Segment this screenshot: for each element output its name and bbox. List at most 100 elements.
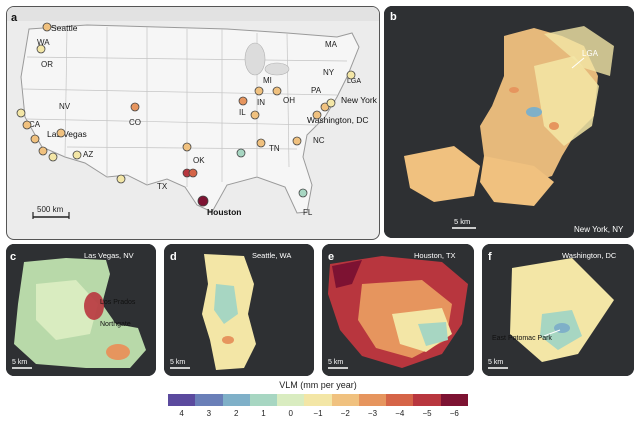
colorbar-tick-label: −5 xyxy=(422,409,432,418)
state-label-tn: TN xyxy=(269,144,280,153)
city-dot xyxy=(36,44,46,54)
state-label-nv: NV xyxy=(59,102,71,111)
colorbar-tick-label: −6 xyxy=(449,409,459,418)
panel-b-new-york: LGA b New York, NY 5 km xyxy=(384,6,634,238)
panel-title-b: New York, NY xyxy=(574,225,624,234)
panel-title-c: Las Vegas, NV xyxy=(84,251,134,260)
colorbar-swatch xyxy=(440,394,468,406)
city-label-las-vegas: Las Vegas xyxy=(47,129,87,139)
colorbar-tick-label: −3 xyxy=(367,409,378,418)
city-dot xyxy=(42,22,52,32)
us-map-svg: WA OR NV CA AZ CO TX OK IL IN MI OH PA N… xyxy=(7,7,379,219)
city-dot xyxy=(250,110,260,120)
state-label-co: CO xyxy=(129,118,141,127)
city-dot xyxy=(326,98,336,108)
city-dot xyxy=(38,146,48,156)
city-dot xyxy=(254,86,264,96)
state-label-tx: TX xyxy=(157,182,168,191)
city-dot xyxy=(22,120,32,130)
svg-text:5 km: 5 km xyxy=(12,359,27,366)
panel-title-d: Seattle, WA xyxy=(252,251,291,260)
colorbar-swatch xyxy=(277,394,305,406)
colorbar-swatch xyxy=(331,394,359,406)
panel-d-seattle: d Seattle, WA 5 km xyxy=(164,244,314,376)
city-dot xyxy=(188,168,198,178)
svg-text:5 km: 5 km xyxy=(454,217,470,226)
colorbar-title: VLM (mm per year) xyxy=(279,380,357,390)
colorbar-tick-label: −1 xyxy=(313,409,323,418)
colorbar-tick-label: −4 xyxy=(395,409,405,418)
scale-bar-b: 5 km xyxy=(452,217,476,229)
colorbar: VLM (mm per year) 4 3 2 1 0 −1 −2 −3 −4 −5 −6 xyxy=(168,380,468,428)
callout-lga: LGA xyxy=(582,49,599,58)
city-dot xyxy=(16,108,26,118)
panel-letter-e: e xyxy=(328,251,334,263)
colorbar-swatch xyxy=(304,394,332,406)
panel-e-houston: e Houston, TX 5 km xyxy=(322,244,474,376)
callout-northgate: Northgate xyxy=(100,321,131,328)
colorbar-tick-label: 3 xyxy=(206,409,212,418)
colorbar-swatch xyxy=(386,394,414,406)
city-dot xyxy=(116,174,126,184)
svg-text:5 km: 5 km xyxy=(328,359,343,366)
scale-bar-c: 5 km xyxy=(12,359,32,369)
city-dot xyxy=(56,128,66,138)
colorbar-swatch xyxy=(222,394,250,406)
city-dot xyxy=(238,96,248,106)
city-label-washington-dc: Washington, DC xyxy=(307,115,369,125)
colorbar-tick-label: 1 xyxy=(261,409,266,418)
colorbar-tick-label: 2 xyxy=(233,409,239,418)
state-label-or: OR xyxy=(41,60,53,69)
panel-letter-b: b xyxy=(390,11,397,23)
panel-title-f: Washington, DC xyxy=(562,251,617,260)
panel-a-us-map: WA OR NV CA AZ CO TX OK IL IN MI OH PA N… xyxy=(6,6,380,240)
colorbar-ticks: 4 3 2 1 0 −1 −2 −3 −4 −5 −6 xyxy=(168,409,468,418)
colorbar-swatches xyxy=(168,394,468,406)
colorbar-tick-label: 4 xyxy=(179,409,184,418)
state-label-nc: NC xyxy=(313,136,325,145)
city-dot xyxy=(298,188,308,198)
panel-letter-f: f xyxy=(488,251,492,263)
state-label-oh: OH xyxy=(283,96,295,105)
city-label-new-york: New York xyxy=(341,95,378,105)
panel-title-e: Houston, TX xyxy=(414,251,456,260)
state-label-az: AZ xyxy=(83,150,93,159)
colorbar-swatch xyxy=(168,394,196,406)
city-label-houston: Houston xyxy=(207,207,241,217)
state-label-ca: CA xyxy=(29,120,41,129)
colorbar-tick-label: 0 xyxy=(288,409,293,418)
scale-bar-a: 500 km xyxy=(32,205,70,219)
city-dot xyxy=(256,138,266,148)
city-dot xyxy=(130,102,140,112)
colorbar-swatch xyxy=(358,394,387,406)
city-dot xyxy=(346,70,356,80)
colorbar-tick-label: −2 xyxy=(340,409,350,418)
colorbar-swatch xyxy=(195,394,223,406)
state-label-ny: NY xyxy=(323,68,335,77)
state-label-pa: PA xyxy=(311,86,322,95)
city-dot xyxy=(48,152,58,162)
city-dot xyxy=(320,102,330,112)
state-label-mi: MI xyxy=(263,76,272,85)
city-dot-houston xyxy=(197,195,209,207)
city-dots xyxy=(16,22,356,207)
city-label-seattle: Seattle xyxy=(51,23,78,33)
colorbar-swatch xyxy=(249,394,278,406)
svg-text:5 km: 5 km xyxy=(488,359,503,366)
state-borders xyxy=(22,26,348,187)
panel-letter-c: c xyxy=(10,251,16,263)
city-dot xyxy=(72,150,82,160)
svg-text:5 km: 5 km xyxy=(170,359,185,366)
callout-east-potomac-park: East Potomac Park xyxy=(492,335,552,342)
city-dot xyxy=(272,86,282,96)
panel-c-las-vegas: Los Prados Northgate c Las Vegas, NV 5 k… xyxy=(6,244,156,376)
state-label-il: IL xyxy=(239,108,246,117)
city-dot xyxy=(30,134,40,144)
panel-letter-a: a xyxy=(11,12,18,24)
state-label-in: IN xyxy=(257,98,265,107)
svg-text:500 km: 500 km xyxy=(37,205,64,214)
scale-bar-d: 5 km xyxy=(170,359,190,369)
callout-los-prados: Los Prados xyxy=(100,299,136,306)
state-label-fl: FL xyxy=(303,208,313,217)
